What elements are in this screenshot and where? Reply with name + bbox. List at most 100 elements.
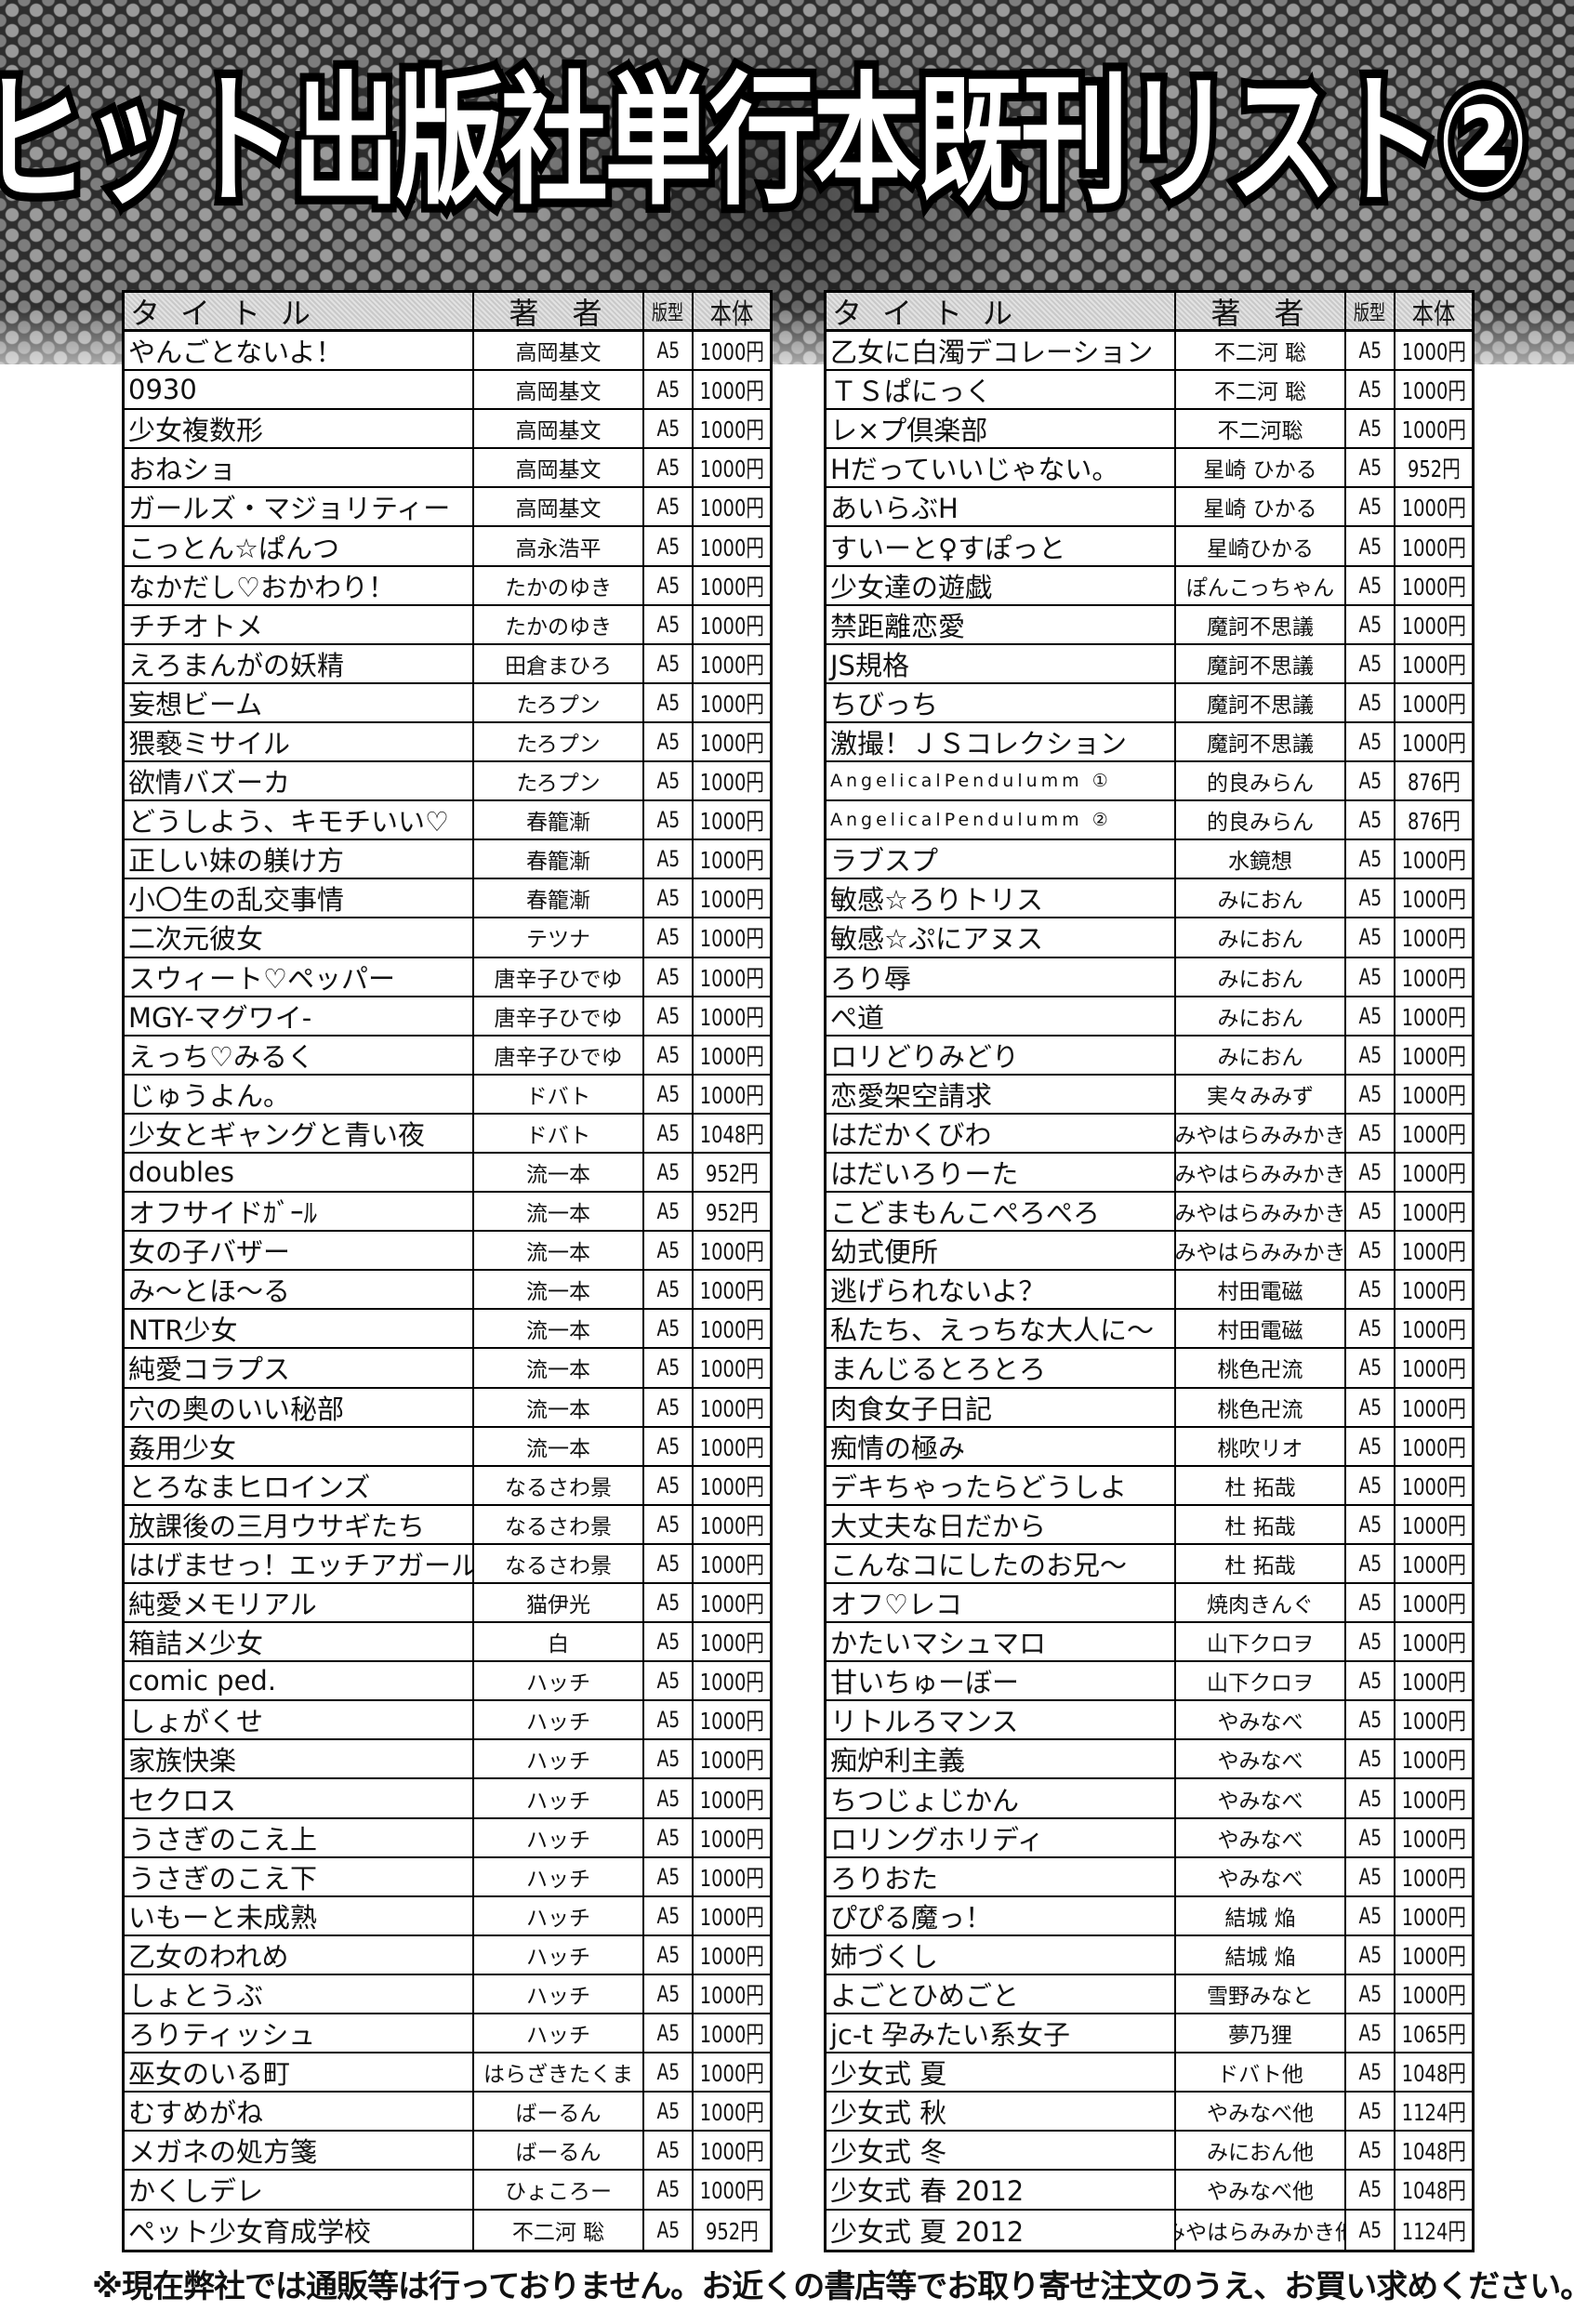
book-format: A5 bbox=[1358, 1707, 1382, 1734]
book-format-cell: A5 bbox=[644, 957, 694, 996]
book-title-cell: 少女式 春 2012 bbox=[827, 2171, 1176, 2209]
book-author-cell: 魔訶不思議 bbox=[1176, 644, 1346, 682]
table-row: うさぎのこえ下 ハッチ A5 1000円 bbox=[125, 1857, 770, 1897]
table-row: えろまんがの妖精 田倉まひろ A5 1000円 bbox=[125, 644, 770, 684]
book-author: 高永浩平 bbox=[515, 536, 602, 561]
book-author-cell: 実々みみず bbox=[1176, 1075, 1346, 1113]
book-author-cell: ドバト bbox=[474, 1114, 644, 1152]
book-title-cell: どうしよう、キモチいい♡ bbox=[125, 801, 474, 839]
book-price: 1000円 bbox=[699, 847, 764, 875]
table-row: おねショ 高岡基文 A5 1000円 bbox=[125, 449, 770, 489]
book-title: 少女とギャングと青い夜 bbox=[128, 1118, 426, 1151]
book-title-cell: ちつじょじかん bbox=[827, 1779, 1176, 1817]
book-format: A5 bbox=[656, 1707, 680, 1734]
book-author: 星崎 ひかる bbox=[1203, 497, 1317, 522]
book-author: 流一本 bbox=[526, 1280, 590, 1305]
book-title-cell: チチオトメ bbox=[125, 605, 474, 643]
book-price: 952円 bbox=[705, 1199, 759, 1227]
book-author: みにおん bbox=[1217, 967, 1303, 992]
book-title-cell: み～とほ～る bbox=[125, 1271, 474, 1309]
book-format-cell: A5 bbox=[1346, 332, 1395, 370]
book-price: 1000円 bbox=[1401, 1277, 1466, 1305]
book-format: A5 bbox=[1358, 768, 1382, 795]
book-price: 1000円 bbox=[1401, 338, 1466, 366]
book-title: 大丈夫な日だから bbox=[830, 1510, 1047, 1542]
book-author: たろプン bbox=[516, 772, 601, 797]
book-author: ハッチ bbox=[526, 1671, 590, 1697]
book-title-cell: 痴炉利主義 bbox=[827, 1740, 1176, 1778]
book-title-cell: レ×プ倶楽部 bbox=[827, 410, 1176, 448]
book-format-cell: A5 bbox=[1346, 1818, 1395, 1856]
book-author: 村田電磁 bbox=[1217, 1280, 1303, 1305]
book-price: 1000円 bbox=[699, 2060, 764, 2088]
book-author-cell: 流一本 bbox=[474, 1349, 644, 1387]
book-format: A5 bbox=[1358, 376, 1382, 403]
book-price: 1000円 bbox=[699, 1277, 764, 1305]
table-row: あいらぶH 星崎 ひかる A5 1000円 bbox=[827, 488, 1472, 528]
book-author: やみなべ bbox=[1217, 1789, 1303, 1814]
book-author-cell: ハッチ bbox=[474, 2014, 644, 2053]
table-row: なかだし♡おかわり！ たかのゆき A5 1000円 bbox=[125, 566, 770, 606]
book-price-cell: 952円 bbox=[694, 1193, 770, 1230]
book-author-cell: 流一本 bbox=[474, 1193, 644, 1231]
table-row: 放課後の三月ウサギたち なるさわ景 A5 1000円 bbox=[125, 1505, 770, 1545]
book-price: 952円 bbox=[705, 1160, 759, 1188]
book-author: ハッチ bbox=[526, 2024, 590, 2049]
book-format-cell: A5 bbox=[1346, 1349, 1395, 1387]
book-title: 敏感☆ろりトリス bbox=[830, 884, 1043, 917]
book-title: しょがくせ bbox=[128, 1706, 264, 1738]
book-title: み～とほ～る bbox=[128, 1275, 291, 1308]
book-title: JS規格 bbox=[830, 649, 909, 681]
book-format: A5 bbox=[1358, 1002, 1382, 1029]
book-title: しょとうぶ bbox=[128, 1979, 264, 2012]
book-title: 穴の奥のいい秘部 bbox=[128, 1393, 345, 1425]
book-title: ろり辱 bbox=[830, 962, 912, 995]
book-price-cell: 1000円 bbox=[1395, 1467, 1472, 1504]
book-price-cell: 1000円 bbox=[694, 1975, 770, 2013]
book-format: A5 bbox=[1358, 728, 1382, 755]
book-price: 1000円 bbox=[699, 1942, 764, 1970]
book-title: 少女達の遊戯 bbox=[830, 571, 993, 603]
book-format-cell: A5 bbox=[644, 410, 694, 448]
book-title: かくしデレ bbox=[128, 2175, 264, 2208]
book-price-cell: 1000円 bbox=[1395, 1779, 1472, 1816]
book-author: たかのゆき bbox=[505, 614, 612, 640]
book-price-cell: 1048円 bbox=[1395, 2171, 1472, 2208]
book-author-cell: 高永浩平 bbox=[474, 527, 644, 565]
book-format-cell: A5 bbox=[1346, 1075, 1395, 1113]
book-title-cell: えろまんがの妖精 bbox=[125, 644, 474, 682]
table-row: ぴぴる魔っ！ 結城 焔 A5 1000円 bbox=[827, 1896, 1472, 1936]
book-title-cell: リトルろマンス bbox=[827, 1701, 1176, 1739]
book-list-table-right: タイトル 著者 版型 本体 乙女に白濁デコレーション 不二河 聡 A5 1000円 ＴＳぱにっく… bbox=[824, 290, 1475, 2252]
book-format: A5 bbox=[1358, 1590, 1382, 1617]
book-format: A5 bbox=[656, 1119, 680, 1146]
book-title-cell: 肉食女子日記 bbox=[827, 1388, 1176, 1426]
book-author: ばーるん bbox=[515, 2141, 602, 2166]
book-price: 1000円 bbox=[699, 1630, 764, 1657]
table-row: AngelicalPendulumm ① 的良みらん A5 876円 bbox=[827, 762, 1472, 802]
book-format-cell: A5 bbox=[1346, 722, 1395, 761]
book-title-cell: 私たち、えっちな大人に～ bbox=[827, 1310, 1176, 1348]
book-price-cell: 1124円 bbox=[1395, 2211, 1472, 2250]
table-row: ロリどりみどり みにおん A5 1000円 bbox=[827, 1036, 1472, 1076]
book-title: オフサイドｶﾞｰﾙ bbox=[128, 1197, 318, 1230]
book-author: やみなべ bbox=[1217, 1710, 1303, 1736]
book-price: 1000円 bbox=[1401, 1512, 1466, 1539]
book-title-cell: ラブスプ bbox=[827, 840, 1176, 878]
book-price-cell: 1000円 bbox=[694, 606, 770, 643]
book-author-cell: たかのゆき bbox=[474, 605, 644, 643]
book-format: A5 bbox=[1358, 1315, 1382, 1342]
book-price: 1000円 bbox=[1401, 1942, 1466, 1970]
book-format: A5 bbox=[656, 416, 680, 442]
book-author-cell: 流一本 bbox=[474, 1153, 644, 1192]
book-price-cell: 1000円 bbox=[694, 449, 770, 486]
book-title-cell: 姉づくし bbox=[827, 1935, 1176, 1974]
book-format: A5 bbox=[656, 1237, 680, 1264]
book-format-cell: A5 bbox=[644, 1740, 694, 1778]
book-price: 1048円 bbox=[1401, 2177, 1466, 2205]
book-format-cell: A5 bbox=[1346, 1427, 1395, 1465]
book-author: みやはらみみかき bbox=[1176, 1241, 1346, 1266]
book-author: みにおん bbox=[1217, 1045, 1303, 1070]
book-format-cell: A5 bbox=[644, 488, 694, 526]
book-format-cell: A5 bbox=[1346, 566, 1395, 604]
